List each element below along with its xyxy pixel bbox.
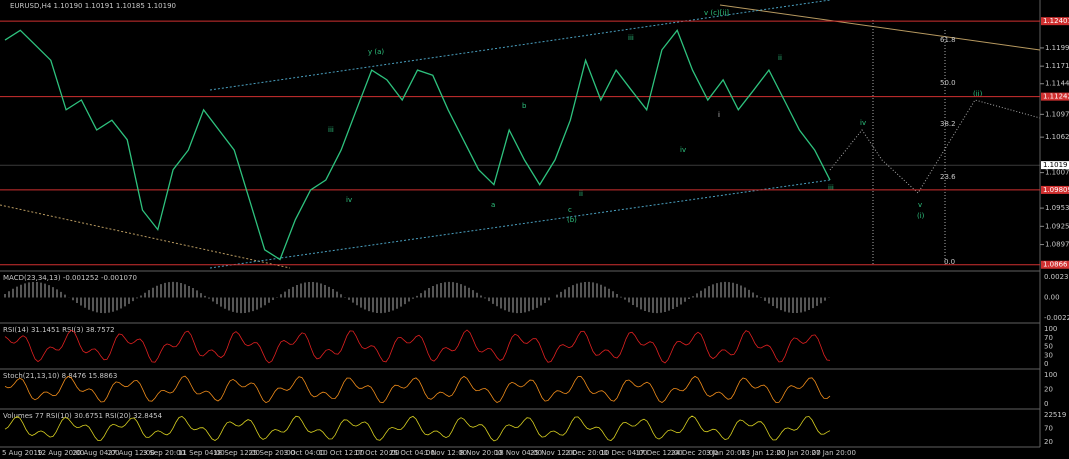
wave-label: (ii) [973, 90, 983, 98]
fib-label: 61.8 [940, 36, 956, 44]
level-box [1041, 260, 1069, 269]
x-tick-label: 20 Aug 04:00 [72, 449, 119, 457]
x-tick-label: 18 Nov 04:00 [495, 449, 542, 457]
level-box [1041, 17, 1069, 26]
x-tick-label: 20 Jan 20:00 [776, 449, 820, 457]
y-tick-label: 1.10075 [1045, 169, 1069, 177]
panel-tick-label: 30 [1044, 351, 1053, 359]
indicator-line [4, 329, 831, 364]
current-price-box [1041, 161, 1069, 170]
x-tick-label: 3 Jan 20:00 [706, 449, 746, 457]
panel-tick-label: 100 [1044, 325, 1057, 333]
panel-tick-label: 70 [1044, 334, 1053, 342]
panel-title: RSI(14) 31.1451 RSI(3) 38.7572 [3, 326, 115, 334]
indicator-line [4, 375, 831, 404]
level-label: 1.11242 [1043, 93, 1069, 101]
wave-label: a [491, 201, 495, 209]
panel-title: Volumes 77 RSI(10) 30.6751 RSI(20) 32.84… [3, 412, 163, 420]
level-box [1041, 185, 1069, 194]
wave-label: iii [628, 34, 634, 42]
x-tick-label: 25 Oct 04:00 [389, 449, 435, 457]
x-tick-label: 13 Jan 12:00 [741, 449, 785, 457]
layout [0, 0, 1041, 448]
fib-label: 23.6 [940, 173, 956, 181]
wave-label: v [918, 201, 922, 209]
x-tick-label: 12 Aug 20:00 [37, 449, 84, 457]
x-tick-label: 8 Nov 20:00 [460, 449, 503, 457]
y-tick-label: 1.1199 [1045, 44, 1069, 52]
wave-label: ii [579, 190, 583, 198]
wave-label: iv [860, 119, 866, 127]
fib-label: 50.0 [940, 79, 956, 87]
level-label: 1.0866 [1043, 261, 1068, 269]
y-tick-label: 1.0953 [1045, 204, 1069, 212]
panel-title: Stoch(21,13,10) 8.8476 15.8863 [3, 372, 117, 380]
price-line [4, 28, 831, 261]
x-tick-label: 3 Sep 20:00 [143, 449, 185, 457]
y-tick-label: 1.1144 [1045, 80, 1069, 88]
y-tick-label: 1.1097 [1045, 110, 1069, 118]
wave-label: i [718, 111, 720, 119]
wave-label: iv [346, 196, 352, 204]
panel-tick-label: 0 [1044, 400, 1048, 408]
current-price-label: 1.1019 [1043, 161, 1068, 169]
x-tick-label: 10 Oct 12:00 [319, 449, 365, 457]
x-tick-label: 27 Jan 20:00 [812, 449, 856, 457]
wave-label: v (c)[ii] [704, 9, 729, 17]
header: EURUSD,H4 1.10190 1.10191 1.10185 1.1019… [10, 2, 176, 10]
panel-tick-label: 100 [1044, 371, 1057, 379]
panel-tick-label: -0.0022 [1044, 314, 1069, 322]
level-box [1041, 92, 1069, 101]
wave-label: c [568, 206, 572, 214]
indicator-line [4, 415, 831, 442]
wave-label: b [522, 102, 527, 110]
x-tick-label: 2 Dec 20:00 [565, 449, 608, 457]
fib-label: 38.2 [940, 120, 956, 128]
x-tick-label: 18 Sep 12:00 [213, 449, 260, 457]
y-tick-label: 1.0897 [1045, 241, 1069, 249]
x-tick-label: 25 Sep 20:00 [248, 449, 295, 457]
x-tick-label: 25 Nov 12:00 [530, 449, 577, 457]
y-tick-label: 1.1062 [1045, 133, 1069, 141]
wave-label: (i) [917, 212, 925, 220]
fib-label: 0.0 [944, 258, 955, 266]
x-tick-label: 24 Dec 20:00 [671, 449, 718, 457]
panel-tick-label: 20 [1044, 386, 1053, 394]
y-tick-label: 1.0925 [1045, 222, 1069, 230]
x-tick-label: 27 Aug 12:00 [108, 449, 155, 457]
level-label: 1.09809 [1043, 186, 1069, 194]
wave-label: ii [778, 54, 782, 62]
wave-label: y (a) [368, 48, 384, 56]
x-tick-label: 10 Dec 04:00 [600, 449, 647, 457]
x-tick-label: 1 Nov 12:00 [424, 449, 467, 457]
x-tick-label: 17 Dec 12:00 [636, 449, 683, 457]
wave-label: iv [680, 146, 686, 154]
x-tick-label: 5 Aug 2019 [2, 449, 42, 457]
panel-tick-label: 20 [1044, 438, 1053, 446]
panel-title: MACD(23,34,13) -0.001252 -0.001070 [3, 274, 137, 282]
panel-tick-label: 22519 [1044, 411, 1066, 419]
x-tick-label: 3 Oct 04:00 [284, 449, 325, 457]
wave-label: iii [328, 126, 334, 134]
wave-label: (b) [567, 216, 577, 224]
panel-tick-label: 0 [1044, 360, 1048, 368]
panel-tick-label: 0.002334 [1044, 273, 1069, 281]
x-tick-label: 11 Sep 04:00 [178, 449, 225, 457]
panel-tick-label: 0.00 [1044, 294, 1060, 302]
y-tick-label: 1.1171 [1045, 62, 1069, 70]
panel-tick-label: 50 [1044, 343, 1053, 351]
wave-label: iii [828, 184, 834, 192]
x-tick-label: 17 Oct 20:00 [354, 449, 400, 457]
panel-tick-label: 70 [1044, 425, 1053, 433]
